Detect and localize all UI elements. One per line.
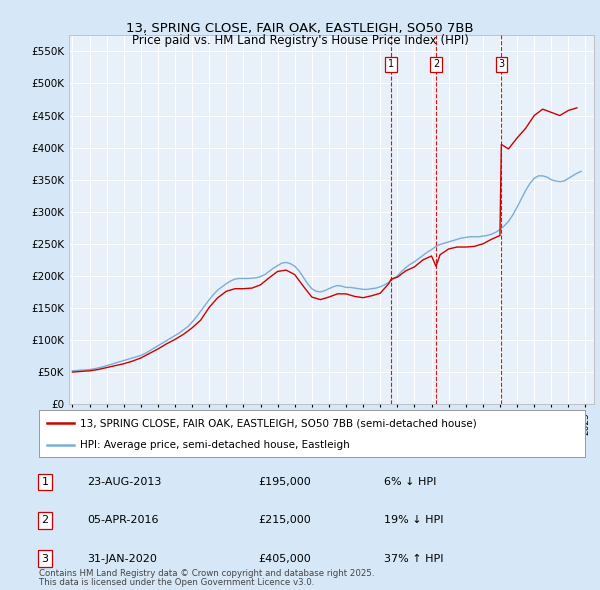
Text: 2: 2: [41, 516, 49, 525]
Text: 3: 3: [41, 554, 49, 563]
Text: HPI: Average price, semi-detached house, Eastleigh: HPI: Average price, semi-detached house,…: [80, 441, 350, 450]
Text: 1: 1: [41, 477, 49, 487]
Text: 31-JAN-2020: 31-JAN-2020: [87, 554, 157, 563]
Text: £405,000: £405,000: [258, 554, 311, 563]
Text: 3: 3: [498, 59, 505, 69]
Text: 1: 1: [388, 59, 394, 69]
Text: 23-AUG-2013: 23-AUG-2013: [87, 477, 161, 487]
Text: 37% ↑ HPI: 37% ↑ HPI: [384, 554, 443, 563]
Text: 05-APR-2016: 05-APR-2016: [87, 516, 158, 525]
Text: This data is licensed under the Open Government Licence v3.0.: This data is licensed under the Open Gov…: [39, 578, 314, 587]
Text: Contains HM Land Registry data © Crown copyright and database right 2025.: Contains HM Land Registry data © Crown c…: [39, 569, 374, 578]
Text: 13, SPRING CLOSE, FAIR OAK, EASTLEIGH, SO50 7BB: 13, SPRING CLOSE, FAIR OAK, EASTLEIGH, S…: [126, 22, 474, 35]
Text: £215,000: £215,000: [258, 516, 311, 525]
Text: £195,000: £195,000: [258, 477, 311, 487]
Text: Price paid vs. HM Land Registry's House Price Index (HPI): Price paid vs. HM Land Registry's House …: [131, 34, 469, 47]
Text: 19% ↓ HPI: 19% ↓ HPI: [384, 516, 443, 525]
Text: 2: 2: [433, 59, 439, 69]
Text: 13, SPRING CLOSE, FAIR OAK, EASTLEIGH, SO50 7BB (semi-detached house): 13, SPRING CLOSE, FAIR OAK, EASTLEIGH, S…: [80, 418, 476, 428]
Text: 6% ↓ HPI: 6% ↓ HPI: [384, 477, 436, 487]
